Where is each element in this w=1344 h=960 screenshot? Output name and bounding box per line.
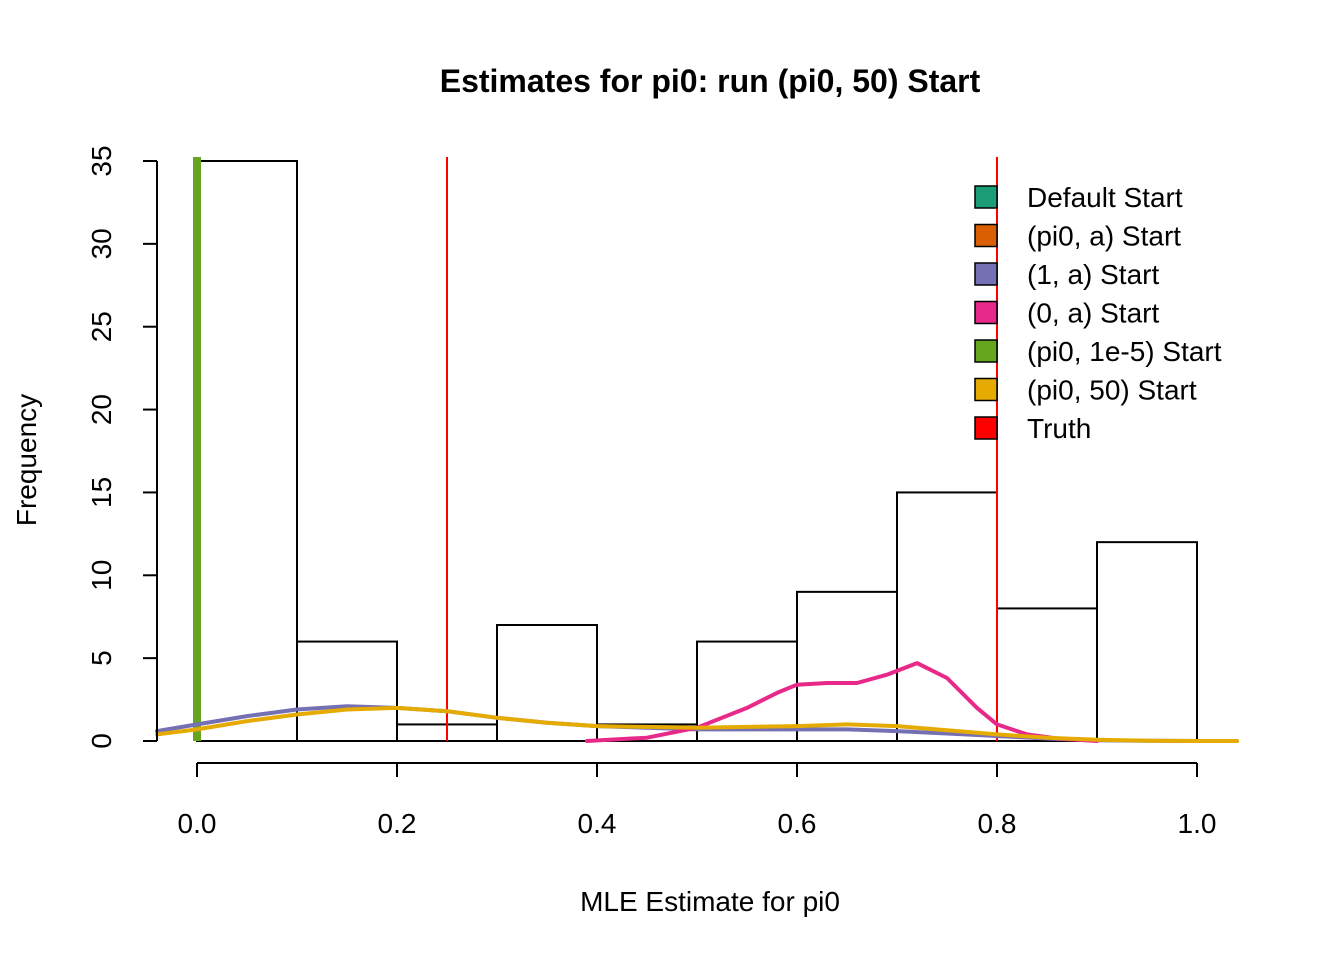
x-tick-label-1: 0.2 — [378, 808, 417, 839]
y-tick-label-6: 30 — [86, 228, 117, 259]
legend-swatch-4 — [974, 339, 998, 363]
legend-swatch-1 — [974, 223, 998, 248]
legend: Default Start (pi0, a) Start (1, a) Start (… — [974, 182, 1222, 444]
x-axis: 0.0 0.2 0.4 0.6 0.8 1.0 — [178, 762, 1217, 839]
histogram-bar-1 — [296, 640, 398, 742]
legend-label-0: Default Start — [1027, 182, 1183, 213]
x-tick-label-2: 0.4 — [578, 808, 617, 839]
y-tick-label-7: 35 — [86, 145, 117, 176]
y-tick-label-4: 20 — [86, 394, 117, 425]
y-axis: 0 5 10 15 20 25 30 35 — [86, 145, 158, 749]
legend-label-2: (1, a) Start — [1027, 259, 1159, 290]
density-curve-2 — [155, 705, 1239, 743]
y-tick-label-5: 25 — [86, 311, 117, 342]
legend-swatch-0 — [974, 185, 998, 209]
histogram-bar-6 — [796, 590, 898, 742]
legend-label-6: Truth — [1027, 413, 1091, 444]
legend-label-5: (pi0, 50) Start — [1027, 375, 1197, 406]
histogram-bar-3 — [496, 624, 598, 742]
y-tick-label-1: 5 — [86, 650, 117, 666]
legend-swatch-3 — [974, 300, 998, 325]
legend-swatch-6 — [974, 416, 998, 440]
density-curves — [155, 661, 1239, 743]
y-tick-label-2: 10 — [86, 560, 117, 591]
y-axis-label: Frequency — [11, 394, 42, 526]
vertical-lines — [193, 157, 998, 741]
y-tick-label-0: 0 — [86, 733, 117, 749]
histogram-bar-0 — [196, 160, 298, 742]
x-tick-label-0: 0.0 — [178, 808, 217, 839]
legend-swatch-5 — [974, 377, 998, 402]
y-tick-label-3: 15 — [86, 477, 117, 508]
legend-label-3: (0, a) Start — [1027, 298, 1159, 329]
density-curve-1 — [585, 661, 1099, 743]
legend-label-4: (pi0, 1e-5) Start — [1027, 336, 1222, 367]
x-axis-label: MLE Estimate for pi0 — [580, 886, 840, 917]
histogram-bar-8 — [996, 607, 1098, 743]
x-tick-label-3: 0.6 — [778, 808, 817, 839]
chart-title: Estimates for pi0: run (pi0, 50) Start — [440, 63, 981, 99]
legend-swatch-2 — [974, 262, 998, 286]
legend-label-1: (pi0, a) Start — [1027, 221, 1181, 252]
histogram-bar-9 — [1096, 541, 1198, 743]
x-tick-label-4: 0.8 — [978, 808, 1017, 839]
x-tick-label-5: 1.0 — [1178, 808, 1217, 839]
histogram-bar-7 — [896, 491, 998, 742]
